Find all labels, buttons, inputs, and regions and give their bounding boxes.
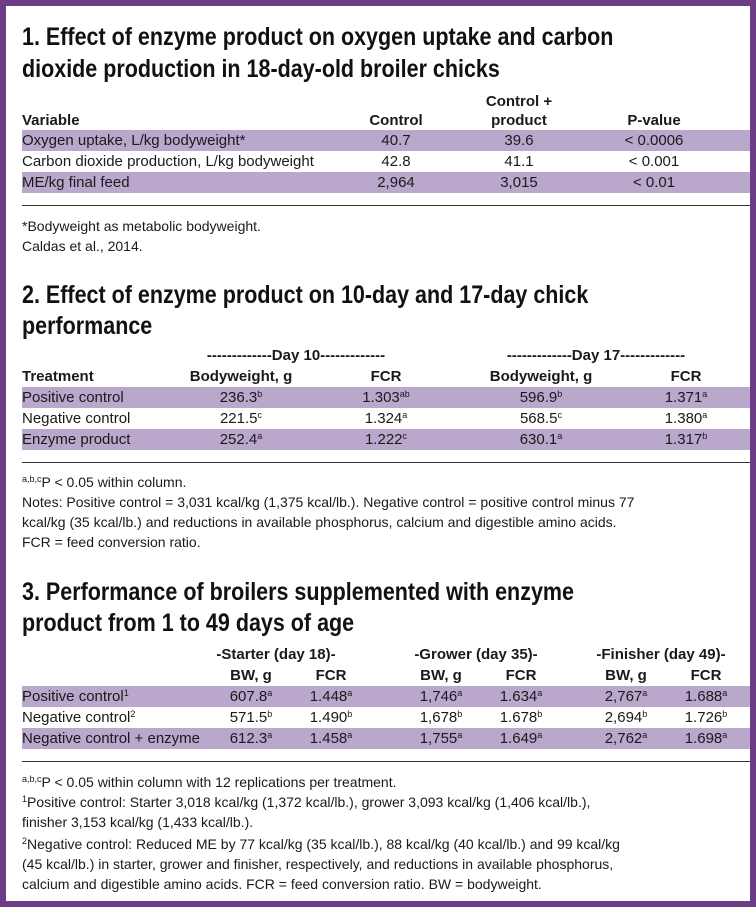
t3-header-finisher-bw: BW, g <box>605 667 647 684</box>
t2-header-fcr-17: FCR <box>670 368 702 385</box>
t2-row-2-treatment: Negative control <box>22 410 131 427</box>
t3-row-3-gfcr: 1.649a <box>499 730 543 747</box>
t3-row-2-fbw: 2,694b <box>604 709 648 726</box>
t1-row-1-product: 39.6 <box>504 132 534 149</box>
t1-row-2-variable: Carbon dioxide production, L/kg bodyweig… <box>22 153 314 170</box>
t3-row-band-3 <box>22 728 750 749</box>
t3-row-2-sfcr: 1.490b <box>309 709 353 726</box>
t3-row-3-sfcr: 1.458a <box>309 730 353 747</box>
t1-row-band-3 <box>22 172 750 193</box>
t1-row-band-1 <box>22 130 750 151</box>
table-2-title-line-1: 2. Effect of enzyme product on 10-day an… <box>22 281 589 309</box>
t3-row-1-gfcr: 1.634a <box>499 688 543 705</box>
t3-note-3: finisher 3,153 kcal/kg (1,433 kcal/lb.). <box>22 814 254 830</box>
t1-row-1-control: 40.7 <box>381 132 411 149</box>
t3-row-3-ffcr: 1.698a <box>684 730 728 747</box>
t3-row-2-name: Negative control2 <box>22 709 136 726</box>
t1-header-control-product-1: Control + <box>485 93 553 110</box>
t2-note-3: kcal/kg (35 kcal/lb.) and reductions in … <box>22 514 617 530</box>
t1-row-2-product: 41.1 <box>504 153 534 170</box>
t2-row-2-fcr10: 1.324a <box>364 410 408 427</box>
t3-row-1-ffcr: 1.688a <box>684 688 728 705</box>
t1-row-1-variable: Oxygen uptake, L/kg bodyweight* <box>22 132 246 149</box>
t2-header-treatment: Treatment <box>22 368 94 385</box>
t2-row-2-fcr17: 1.380a <box>664 410 708 427</box>
t2-row-1-treatment: Positive control <box>22 389 124 406</box>
t2-row-2-bw17: 568.5c <box>519 410 563 427</box>
t3-row-3-fbw: 2,762a <box>604 730 648 747</box>
t3-note-5: (45 kcal/lb.) in starter, grower and fin… <box>22 856 614 872</box>
t2-row-1-fcr10: 1.303ab <box>362 389 410 406</box>
t3-row-3-sbw: 612.3a <box>229 730 273 747</box>
t3-header-starter-fcr: FCR <box>315 667 347 684</box>
t3-row-1-name: Positive control1 <box>22 688 129 705</box>
t1-header-pvalue: P-value <box>627 112 681 129</box>
t2-row-3-bw17: 630.1a <box>519 431 563 448</box>
t1-row-1-pvalue: < 0.0006 <box>624 132 684 149</box>
t1-row-3-control: 2,964 <box>377 174 415 191</box>
t2-header-fcr-10: FCR <box>370 368 402 385</box>
table-1-title-line-1: 1. Effect of enzyme product on oxygen up… <box>22 23 614 51</box>
t2-row-2-bw10: 221.5c <box>219 410 263 427</box>
t3-bottom-rule <box>22 761 750 762</box>
t2-bottom-rule <box>22 462 750 463</box>
table-3-title-line-2: product from 1 to 49 days of age <box>22 609 355 637</box>
t1-bottom-rule <box>22 205 750 206</box>
t1-header-control-product-2: product <box>491 112 547 129</box>
t3-row-1-fbw: 2,767a <box>604 688 648 705</box>
t3-row-2-ffcr: 1.726b <box>684 709 728 726</box>
t2-group-day-17: -------------Day 17------------- <box>506 347 686 364</box>
t3-group-finisher: -Finisher (day 49)- <box>596 646 726 663</box>
t3-note-2: 1Positive control: Starter 3,018 kcal/kg… <box>22 794 591 810</box>
t2-note-4: FCR = feed conversion ratio. <box>22 534 201 550</box>
t2-row-3-fcr10: 1.222c <box>364 431 408 448</box>
table-3-title-line-1: 3. Performance of broilers supplemented … <box>22 578 574 606</box>
t1-row-2-pvalue: < 0.001 <box>628 153 680 170</box>
t3-row-band-1 <box>22 686 750 707</box>
t3-row-1-sbw: 607.8a <box>229 688 273 705</box>
t2-note-2: Notes: Positive control = 3,031 kcal/kg … <box>22 494 635 510</box>
t1-row-3-pvalue: < 0.01 <box>632 174 676 191</box>
t2-row-band-3 <box>22 429 750 450</box>
t1-row-2-control: 42.8 <box>381 153 411 170</box>
table-2-title-line-2: performance <box>22 312 153 340</box>
t3-header-finisher-fcr: FCR <box>690 667 722 684</box>
t2-row-3-treatment: Enzyme product <box>22 431 131 448</box>
table-1-title-line-2: dioxide production in 18-day-old broiler… <box>22 55 500 83</box>
t2-row-3-bw10: 252.4a <box>219 431 263 448</box>
t2-row-1-bw10: 236.3b <box>219 389 263 406</box>
t1-note-2: Caldas et al., 2014. <box>22 238 143 254</box>
t3-group-grower: -Grower (day 35)- <box>414 646 538 663</box>
t1-header-variable: Variable <box>22 112 80 129</box>
t3-note-6: calcium and digestible amino acids. FCR … <box>22 876 542 892</box>
t3-header-grower-bw: BW, g <box>420 667 462 684</box>
document-frame: 1. Effect of enzyme product on oxygen up… <box>6 6 750 901</box>
t3-row-1-sfcr: 1.448a <box>309 688 353 705</box>
t2-note-1: a,b,cP < 0.05 within column. <box>22 474 187 490</box>
t1-row-3-variable: ME/kg final feed <box>22 174 130 191</box>
t2-header-bw-10: Bodyweight, g <box>189 368 293 385</box>
t3-row-2-sbw: 571.5b <box>229 709 273 726</box>
t3-note-4: 2Negative control: Reduced ME by 77 kcal… <box>22 836 620 852</box>
t3-header-starter-bw: BW, g <box>230 667 272 684</box>
t3-header-grower-fcr: FCR <box>505 667 537 684</box>
t2-row-1-fcr17: 1.371a <box>664 389 708 406</box>
t2-row-1-bw17: 596.9b <box>519 389 563 406</box>
t2-row-band-1 <box>22 387 750 408</box>
t1-header-control: Control <box>369 112 423 129</box>
t2-header-bw-17: Bodyweight, g <box>489 368 593 385</box>
t2-group-day-10: -------------Day 10------------- <box>206 347 386 364</box>
t3-row-2-gbw: 1,678b <box>419 709 463 726</box>
t3-note-1: a,b,cP < 0.05 within column with 12 repl… <box>22 774 397 790</box>
t3-group-starter: -Starter (day 18)- <box>216 646 336 663</box>
t3-row-3-name: Negative control + enzyme <box>22 730 201 747</box>
t3-row-1-gbw: 1,746a <box>419 688 463 705</box>
t1-row-3-product: 3,015 <box>500 174 538 191</box>
t1-note-1: *Bodyweight as metabolic bodyweight. <box>22 218 261 234</box>
t3-row-2-gfcr: 1.678b <box>499 709 543 726</box>
t2-row-3-fcr17: 1.317b <box>664 431 708 448</box>
t3-row-3-gbw: 1,755a <box>419 730 463 747</box>
